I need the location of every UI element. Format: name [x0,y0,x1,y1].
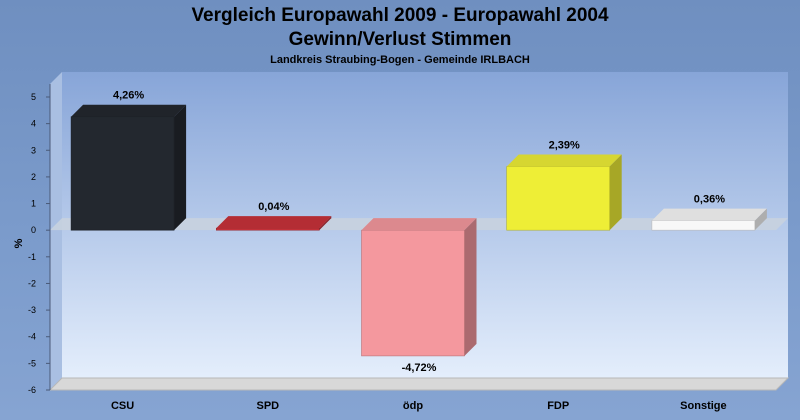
y-tick-label: 5 [31,92,36,102]
y-tick-label: 0 [31,225,36,235]
bar-ödp [361,229,465,357]
x-category-label: FDP [547,400,569,412]
y-tick-label: 2 [31,172,36,182]
plot-floor [48,377,790,391]
bar-sonstige [651,220,756,231]
bar-side-csu [174,104,187,231]
data-label: 2,39% [549,140,580,152]
bar-side-fdp [609,154,622,231]
y-tick-label: -6 [28,385,36,395]
bar-top-csu [71,104,187,117]
y-tick-label: -5 [28,358,36,368]
bar-top-ödp [361,218,477,231]
bar-csu [70,116,175,231]
y-tick-label: -1 [28,252,36,262]
x-category-label: CSU [111,400,134,412]
bar-side-ödp [464,218,477,356]
bar-top-fdp [506,154,622,167]
chart-title-line-1: Vergleich Europawahl 2009 - Europawahl 2… [191,5,609,26]
bar-spd [216,227,320,231]
y-tick-label: -4 [28,332,36,342]
y-tick-label: -3 [28,305,36,315]
data-label: -4,72% [402,362,437,374]
x-category-label: Sonstige [680,400,726,412]
data-label: 4,26% [113,90,144,102]
y-axis-label: % [13,238,25,248]
bar-side-sonstige [754,208,767,231]
y-tick-label: 4 [31,119,36,129]
plot-side-wall [50,72,62,390]
bar-top-spd [216,216,332,229]
x-category-label: ödp [403,400,423,412]
chart-subtitle: Landkreis Straubing-Bogen - Gemeinde IRL… [270,54,530,66]
bar-side-spd [319,216,332,231]
data-label: 0,04% [258,201,289,213]
y-tick-label: 3 [31,145,36,155]
chart-title: Vergleich Europawahl 2009 - Europawahl 2… [0,4,800,52]
data-label: 0,36% [694,194,725,206]
bar-top-sonstige [651,208,767,221]
x-category-label: SPD [256,400,279,412]
y-tick-label: 1 [31,199,36,209]
bar-fdp [506,166,611,231]
y-tick-label: -2 [28,278,36,288]
chart-title-line-2: Gewinn/Verlust Stimmen [288,29,512,50]
